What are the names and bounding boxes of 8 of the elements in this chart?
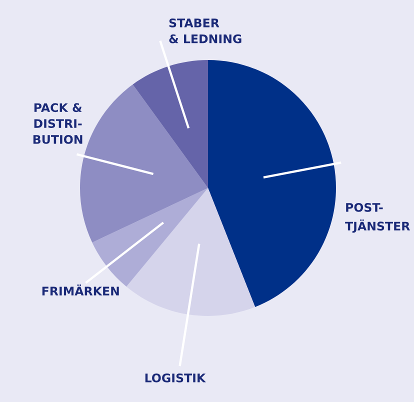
slice-label: LOGISTIK <box>145 373 206 382</box>
slice-label: STABER & LEDNING <box>169 18 242 44</box>
pie-slice <box>126 188 256 316</box>
slice-label: PACK & DISTRI- BUTION <box>33 103 82 144</box>
slice-label: POST- TJÄNSTER <box>345 202 410 233</box>
pie-slice <box>132 60 208 188</box>
pie-slice <box>208 60 336 308</box>
slice-label: FRIMÄRKEN <box>42 284 119 296</box>
